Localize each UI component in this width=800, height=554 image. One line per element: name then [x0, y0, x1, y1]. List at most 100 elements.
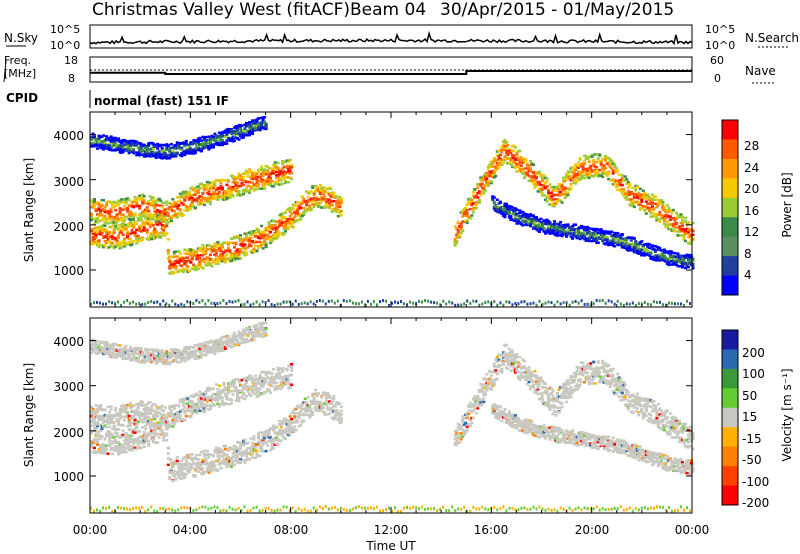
power-cell	[225, 128, 229, 131]
power-cell	[640, 200, 644, 203]
velocity-cell	[120, 451, 124, 454]
velocity-cell	[106, 452, 110, 455]
power-cell	[513, 161, 517, 165]
power-cell	[213, 242, 217, 245]
power-cell	[471, 194, 475, 197]
power-cell	[673, 302, 676, 306]
power-cell	[575, 232, 579, 235]
power-cell	[290, 166, 294, 169]
power-cell	[216, 262, 220, 265]
power-cell	[557, 222, 561, 226]
power-cell	[249, 169, 253, 172]
power-cell	[261, 179, 265, 182]
power-cell	[308, 192, 312, 195]
power-cell	[148, 234, 152, 237]
power-cell	[525, 216, 529, 220]
power-cell	[631, 203, 635, 206]
power-cell	[172, 252, 176, 256]
power-cell	[114, 142, 118, 145]
velocity-cell	[183, 476, 187, 479]
power-cell	[650, 246, 654, 249]
velocity-cell	[150, 435, 154, 438]
power-cell	[171, 261, 175, 264]
power-cell	[148, 223, 152, 226]
power-cell	[290, 177, 294, 181]
power-cell	[135, 140, 139, 144]
power-cell	[497, 149, 501, 152]
power-cell	[318, 299, 321, 302]
power-cell	[342, 299, 345, 303]
power-cell	[658, 247, 662, 250]
power-cell	[682, 238, 686, 241]
power-cell	[276, 180, 280, 183]
velocity-cell	[147, 433, 151, 437]
power-cell	[223, 259, 227, 263]
velocity-cell	[99, 429, 102, 432]
power-cell	[171, 198, 175, 201]
power-cell	[213, 262, 217, 265]
velocity-cell	[160, 429, 164, 433]
power-cell	[139, 142, 143, 145]
power-cell	[521, 210, 525, 214]
power-cell	[315, 188, 319, 191]
power-cell	[532, 182, 535, 185]
power-cell	[468, 207, 472, 211]
power-cell	[647, 243, 651, 246]
power-cell	[205, 142, 209, 145]
power-cell	[90, 216, 93, 219]
velocity-cell	[198, 464, 202, 468]
power-cell	[251, 181, 254, 184]
power-cell	[287, 181, 291, 184]
power-cell	[138, 204, 142, 208]
power-cell	[571, 165, 575, 169]
power-cell	[665, 225, 669, 229]
power-cell	[227, 244, 230, 247]
power-cell	[117, 137, 121, 140]
power-cell	[186, 300, 189, 304]
power-cell	[320, 189, 324, 192]
velocity-cell	[96, 443, 99, 446]
power-cell	[174, 267, 178, 270]
power-cell	[442, 299, 445, 303]
power-cell	[195, 147, 199, 150]
power-cell	[181, 196, 185, 199]
power-cell	[279, 179, 283, 182]
power-cell	[270, 180, 274, 183]
power-cell	[284, 216, 288, 220]
power-cell	[646, 250, 650, 253]
power-cell	[144, 302, 147, 306]
power-cell	[166, 257, 170, 260]
power-cell	[233, 139, 236, 142]
power-cell	[130, 212, 134, 216]
power-cell	[317, 203, 321, 206]
power-cell	[535, 175, 538, 179]
power-cell	[291, 302, 294, 306]
power-cell	[207, 135, 211, 138]
power-cell	[275, 237, 279, 240]
power-cell	[681, 224, 684, 227]
power-cell	[653, 213, 657, 216]
power-cell	[453, 225, 457, 228]
power-cell	[547, 189, 550, 193]
power-cell	[94, 235, 98, 239]
power-cell	[649, 303, 652, 307]
frequency-series	[90, 70, 692, 75]
power-cell	[145, 231, 149, 234]
power-cell	[266, 180, 270, 183]
velocity-cell	[133, 438, 137, 441]
power-cell	[227, 130, 230, 134]
power-cell	[647, 198, 651, 202]
power-cell	[126, 299, 129, 302]
velocity-cell	[151, 422, 155, 425]
power-cell	[216, 192, 220, 196]
power-cell	[662, 248, 666, 251]
power-cell	[175, 152, 179, 155]
power-cell	[233, 188, 236, 191]
power-cell	[667, 261, 671, 265]
power-cell	[551, 193, 555, 196]
power-cell	[172, 271, 176, 274]
power-cell	[495, 167, 499, 170]
power-cell	[476, 192, 480, 195]
power-cell	[545, 185, 549, 188]
power-cell	[260, 187, 264, 190]
